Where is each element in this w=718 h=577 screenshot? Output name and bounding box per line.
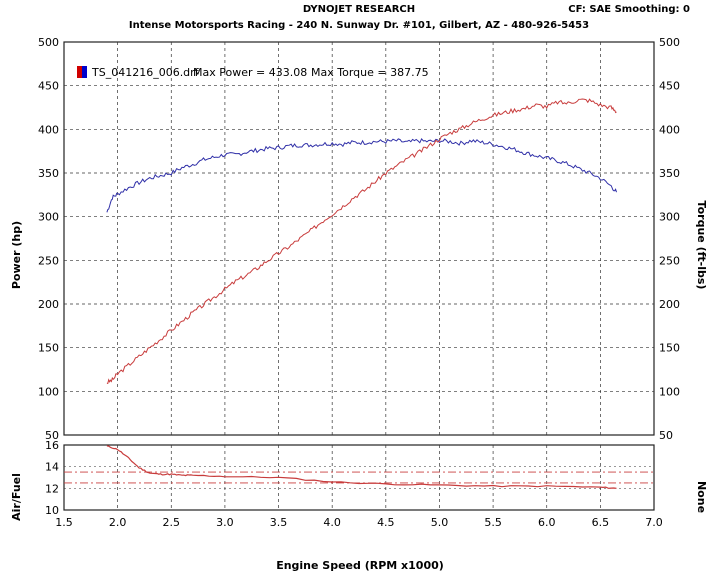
y-tick-label-power: 300	[38, 211, 59, 224]
legend-max-power: Max Power = 433.08	[193, 66, 307, 79]
legend-swatch-power	[77, 66, 82, 78]
header-info: CF: SAE Smoothing: 0	[568, 4, 690, 15]
y-tick-label-torque: 350	[659, 167, 680, 180]
x-tick-label: 4.0	[323, 516, 341, 529]
x-tick-label: 3.0	[216, 516, 234, 529]
y-axis-label-airfuel: Air/Fuel	[10, 473, 23, 521]
y-axis-label-none: None	[695, 481, 708, 513]
y-tick-label-airfuel: 16	[45, 439, 59, 452]
y-tick-label-power: 500	[38, 36, 59, 49]
y-tick-label-torque: 50	[659, 429, 673, 442]
x-tick-label: 7.0	[645, 516, 663, 529]
x-axis-label: Engine Speed (RPM x1000)	[276, 559, 444, 572]
y-tick-label-power: 400	[38, 123, 59, 136]
main-plot-frame	[63, 41, 655, 436]
y-tick-label-airfuel: 10	[45, 504, 59, 517]
x-tick-label: 5.0	[431, 516, 449, 529]
tick-labels: 1.5 2.0 2.5 3.0 3.5 4.0 4.5 5.0 5.5 6.0 6.5 7.0 50 50…	[38, 36, 680, 529]
y-tick-label-power: 200	[38, 298, 59, 311]
x-tick-label: 4.5	[377, 516, 395, 529]
y-tick-label-torque: 200	[659, 298, 680, 311]
main-grid	[64, 42, 654, 435]
x-tick-label: 2.0	[109, 516, 127, 529]
y-tick-label-torque: 450	[659, 80, 680, 93]
y-tick-label-power: 150	[38, 342, 59, 355]
x-tick-label: 2.5	[163, 516, 181, 529]
data-series	[106, 98, 617, 489]
y-axis-label-torque: Torque (ft-lbs)	[695, 201, 708, 290]
y-tick-label-power: 250	[38, 254, 59, 267]
power-curve	[106, 98, 617, 384]
chart-title: DYNOJET RESEARCH	[302, 4, 416, 15]
af-plot-frame	[63, 444, 655, 511]
legend-swatch-torque	[82, 66, 87, 78]
x-tick-label: 1.5	[55, 516, 73, 529]
y-tick-label-torque: 300	[659, 211, 680, 224]
y-tick-label-power: 50	[45, 429, 59, 442]
y-tick-label-power: 100	[38, 385, 59, 398]
y-tick-label-power: 350	[38, 167, 59, 180]
torque-curve	[106, 138, 617, 213]
y-tick-label-torque: 400	[659, 123, 680, 136]
x-tick-label: 6.0	[538, 516, 556, 529]
x-tick-label: 5.5	[484, 516, 502, 529]
airfuel-curve	[106, 445, 617, 489]
y-tick-label-torque: 500	[659, 36, 680, 49]
y-tick-label-airfuel: 12	[45, 482, 59, 495]
y-tick-label-torque: 150	[659, 342, 680, 355]
y-tick-label-torque: 250	[659, 254, 680, 267]
y-tick-label-airfuel: 14	[45, 461, 59, 474]
y-axis-label-power: Power (hp)	[10, 221, 23, 289]
x-tick-label: 3.5	[270, 516, 288, 529]
legend-max-torque: Max Torque = 387.75	[311, 66, 429, 79]
legend-run-name: TS_041216_006.drf	[91, 66, 200, 79]
chart-subtitle: Intense Motorsports Racing - 240 N. Sunw…	[128, 20, 590, 31]
y-tick-label-power: 450	[38, 80, 59, 93]
y-tick-label-torque: 100	[659, 385, 680, 398]
x-tick-label: 6.5	[592, 516, 610, 529]
